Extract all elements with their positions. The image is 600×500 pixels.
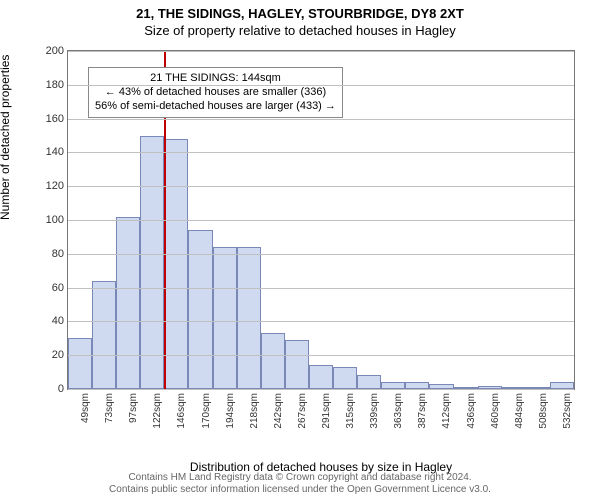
histogram-bar — [405, 382, 429, 389]
gridline — [68, 288, 574, 289]
y-tick-label: 40 — [38, 315, 64, 327]
histogram-bar — [68, 338, 92, 389]
histogram-bar — [92, 281, 116, 389]
page-title-line2: Size of property relative to detached ho… — [0, 21, 600, 38]
gridline — [68, 186, 574, 187]
histogram-bar — [237, 247, 261, 389]
y-tick-label: 200 — [38, 45, 64, 57]
chart-container: Number of detached properties 21 THE SID… — [45, 50, 575, 420]
y-axis-label: Number of detached properties — [0, 55, 12, 220]
page-title-line1: 21, THE SIDINGS, HAGLEY, STOURBRIDGE, DY… — [0, 0, 600, 21]
x-tick-label: 194sqm — [225, 393, 229, 429]
x-tick-label: 339sqm — [369, 393, 373, 429]
y-tick-label: 60 — [38, 282, 64, 294]
histogram-bar — [116, 217, 140, 389]
histogram-bar — [381, 382, 405, 389]
histogram-bar — [550, 382, 574, 389]
x-tick-label: 291sqm — [321, 393, 325, 429]
annotation-line1: 21 THE SIDINGS: 144sqm — [95, 72, 336, 86]
gridline — [68, 220, 574, 221]
y-tick-label: 140 — [38, 146, 64, 158]
histogram-bar — [164, 139, 188, 389]
x-tick-label: 73sqm — [104, 393, 108, 423]
x-tick-label: 315sqm — [345, 393, 349, 429]
annotation-line2: ← 43% of detached houses are smaller (33… — [95, 86, 336, 100]
gridline — [68, 119, 574, 120]
x-tick-label: 412sqm — [441, 393, 445, 429]
gridline — [68, 355, 574, 356]
gridline — [68, 152, 574, 153]
histogram-bar — [261, 333, 285, 389]
y-tick-label: 20 — [38, 349, 64, 361]
footer: Contains HM Land Registry data © Crown c… — [0, 472, 600, 496]
y-tick-label: 100 — [38, 214, 64, 226]
histogram-bar — [213, 247, 237, 389]
x-tick-label: 122sqm — [152, 393, 156, 429]
x-tick-label: 170sqm — [201, 393, 205, 429]
gridline — [68, 254, 574, 255]
x-tick-label: 49sqm — [80, 393, 84, 423]
footer-line1: Contains HM Land Registry data © Crown c… — [0, 472, 600, 484]
histogram-bar — [140, 136, 164, 390]
x-tick-label: 532sqm — [562, 393, 566, 429]
histogram-bar — [357, 375, 381, 389]
histogram-bar — [285, 340, 309, 389]
y-tick-label: 160 — [38, 113, 64, 125]
y-tick-label: 0 — [38, 383, 64, 395]
x-tick-label: 218sqm — [249, 393, 253, 429]
x-tick-label: 242sqm — [273, 393, 277, 429]
x-tick-label: 146sqm — [176, 393, 180, 429]
gridline — [68, 85, 574, 86]
histogram-bar — [333, 367, 357, 389]
x-tick-label: 363sqm — [393, 393, 397, 429]
x-tick-label: 460sqm — [490, 393, 494, 429]
x-tick-label: 436sqm — [466, 393, 470, 429]
y-tick-label: 180 — [38, 79, 64, 91]
y-tick-label: 80 — [38, 248, 64, 260]
x-tick-label: 508sqm — [538, 393, 542, 429]
annotation-line3: 56% of semi-detached houses are larger (… — [95, 100, 336, 114]
x-tick-label: 484sqm — [514, 393, 518, 429]
annotation-box: 21 THE SIDINGS: 144sqm ← 43% of detached… — [88, 67, 343, 118]
x-tick-label: 387sqm — [417, 393, 421, 429]
gridline — [68, 389, 574, 390]
x-tick-label: 97sqm — [128, 393, 132, 423]
gridline — [68, 321, 574, 322]
footer-line2: Contains public sector information licen… — [0, 484, 600, 496]
plot-area: 21 THE SIDINGS: 144sqm ← 43% of detached… — [67, 50, 575, 390]
histogram-bar — [309, 365, 333, 389]
x-tick-label: 267sqm — [297, 393, 301, 429]
y-tick-label: 120 — [38, 180, 64, 192]
gridline — [68, 51, 574, 52]
